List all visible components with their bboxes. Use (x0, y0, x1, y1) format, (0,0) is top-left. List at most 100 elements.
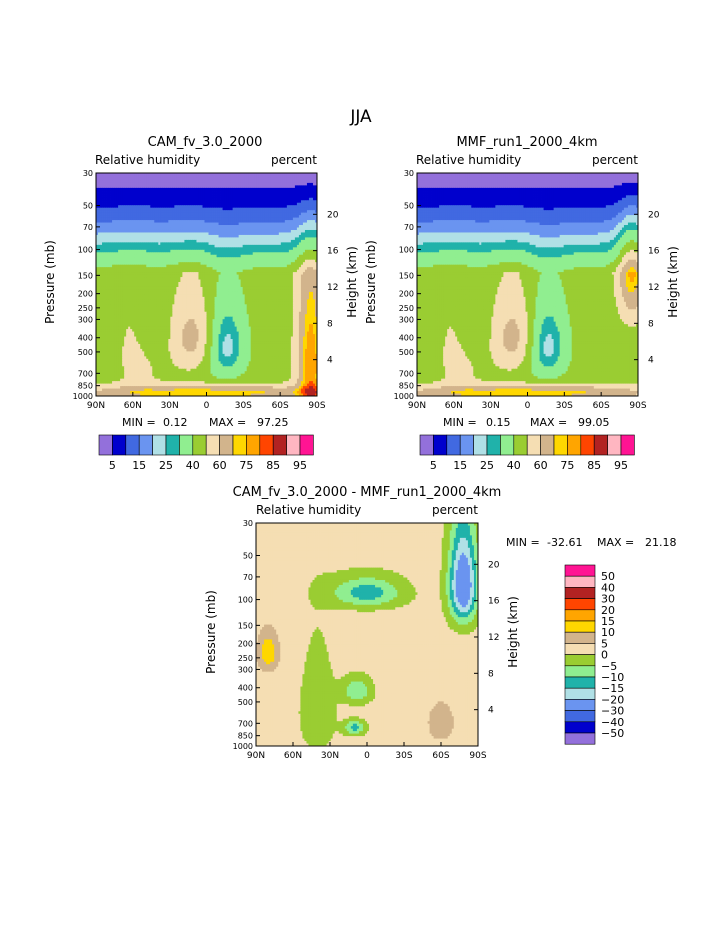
field-cell (162, 222, 165, 226)
field-cell (154, 212, 157, 216)
field-cell (110, 234, 113, 238)
field-cell (188, 177, 191, 181)
field-cell (264, 195, 268, 199)
field-cell (280, 232, 284, 236)
field-cell (260, 232, 264, 236)
field-cell (118, 195, 121, 199)
field-cell (170, 180, 173, 184)
field-cell (126, 212, 129, 216)
field-cell (256, 227, 260, 231)
field-cell (180, 229, 183, 233)
field-cell (310, 180, 314, 184)
field-cell (158, 197, 161, 201)
field-cell (130, 215, 133, 218)
field-cell (242, 173, 246, 176)
field-cell (106, 232, 109, 236)
field-cell (280, 180, 284, 184)
field-cell (124, 207, 127, 211)
field-cell (292, 205, 296, 209)
field-cell (298, 200, 302, 204)
field-cell (202, 182, 205, 186)
field-cell (120, 234, 123, 238)
field-cell (178, 177, 181, 181)
field-cell (144, 190, 147, 194)
field-cell (216, 192, 219, 196)
field-cell (122, 175, 125, 179)
field-cell (230, 212, 234, 216)
field-cell (172, 197, 175, 201)
field-cell (270, 205, 274, 209)
field-cell (158, 229, 161, 233)
field-cell (310, 229, 314, 233)
field-cell (256, 220, 260, 223)
field-cell (206, 180, 209, 184)
field-cell (238, 227, 242, 231)
field-cell (238, 200, 242, 204)
field-cell (242, 215, 246, 218)
field-cell (254, 173, 258, 176)
field-cell (144, 187, 147, 191)
field-cell (208, 187, 211, 191)
field-cell (168, 195, 171, 199)
field-cell (174, 215, 177, 218)
field-cell (150, 175, 153, 179)
field-cell (114, 190, 117, 194)
field-cell (218, 217, 221, 221)
field-cell (276, 212, 280, 216)
field-cell (282, 222, 286, 226)
field-cell (222, 222, 225, 226)
field-cell (220, 212, 223, 216)
field-cell (110, 190, 113, 194)
field-cell (224, 173, 227, 176)
field-cell (246, 192, 250, 196)
field-cell (250, 195, 254, 199)
field-cell (258, 232, 262, 236)
field-cell (268, 177, 272, 181)
field-cell (102, 229, 105, 233)
field-cell (200, 200, 203, 204)
field-cell (172, 215, 175, 218)
field-cell (202, 232, 205, 236)
field-cell (232, 180, 236, 184)
field-cell (268, 197, 272, 201)
field-cell (162, 177, 165, 181)
field-cell (294, 197, 298, 201)
field-cell (244, 182, 248, 186)
field-cell (292, 185, 296, 189)
field-cell (98, 185, 101, 189)
field-cell (112, 205, 115, 209)
field-cell (192, 182, 195, 186)
field-cell (244, 190, 248, 194)
field-cell (140, 232, 143, 236)
field-cell (126, 215, 129, 218)
field-cell (306, 173, 310, 176)
field-cell (230, 187, 234, 191)
field-cell (228, 217, 232, 221)
field-cell (152, 229, 155, 233)
field-cell (150, 205, 153, 209)
field-cell (228, 175, 232, 179)
field-cell (164, 200, 167, 204)
field-cell (124, 217, 127, 221)
field-cell (286, 229, 290, 233)
field-cell (302, 177, 306, 181)
field-cell (196, 232, 199, 236)
field-cell (290, 197, 294, 201)
field-cell (294, 210, 298, 214)
field-cell (110, 192, 113, 196)
field-cell (308, 180, 312, 184)
field-cell (170, 190, 173, 194)
field-cell (212, 210, 215, 214)
field-cell (216, 180, 219, 184)
field-cell (104, 205, 107, 209)
field-cell (172, 225, 175, 228)
field-cell (108, 229, 111, 233)
field-cell (260, 187, 264, 191)
field-cell (112, 232, 115, 236)
field-cell (206, 212, 209, 216)
field-cell (156, 210, 159, 214)
field-cell (192, 229, 195, 233)
field-cell (132, 222, 135, 226)
field-cell (188, 229, 191, 233)
field-cell (126, 234, 129, 238)
